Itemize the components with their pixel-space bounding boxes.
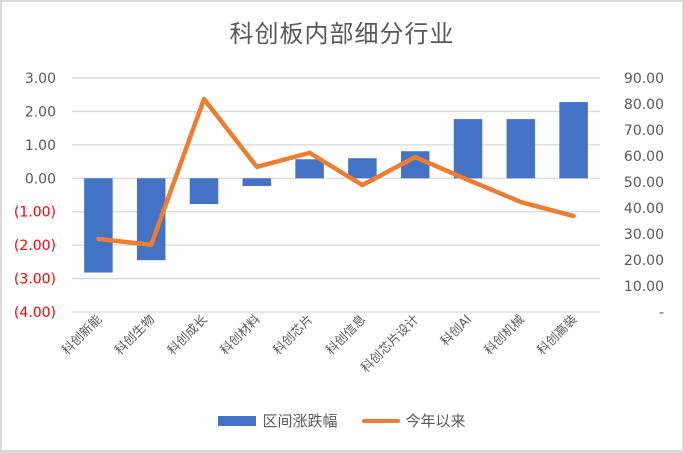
left-axis-tick-label: (3.00) bbox=[14, 272, 56, 288]
chart-title: 科创板内部细分行业 bbox=[229, 20, 455, 48]
right-axis-tick-label: 50.00 bbox=[624, 175, 664, 191]
legend-item-line[interactable]: 今年以来 bbox=[361, 410, 466, 431]
bar-科创AI[interactable] bbox=[453, 119, 483, 179]
bar-科创成长[interactable] bbox=[189, 178, 219, 205]
legend: 区间涨跌幅 今年以来 bbox=[0, 410, 684, 431]
x-axis-label: 科创信息 bbox=[323, 312, 369, 358]
right-axis-ticks: 90.00 80.00 70.00 60.00 50.00 40.00 30.00 20.00… bbox=[624, 71, 664, 321]
line-swatch-icon bbox=[361, 418, 400, 423]
x-axis-label: 科创新能 bbox=[59, 311, 105, 357]
x-axis-label: 科创机械 bbox=[481, 311, 527, 357]
right-axis-tick-label: 60.00 bbox=[624, 149, 664, 165]
left-axis-tick-label: 3.00 bbox=[25, 71, 56, 87]
line-series bbox=[96, 96, 576, 248]
right-axis-tick-label: 90.00 bbox=[624, 71, 664, 87]
x-axis-label: 科创生物 bbox=[111, 312, 157, 358]
left-axis-tick-label: (1.00) bbox=[14, 205, 56, 221]
line-today-since-year[interactable] bbox=[96, 96, 576, 248]
x-axis-label: 科创高装 bbox=[534, 312, 580, 358]
left-axis-ticks: 3.00 2.00 1.00 0.00 (1.00) (2.00) (3.00) (4.00) bbox=[14, 71, 56, 321]
right-axis-tick-label: 10.00 bbox=[624, 279, 664, 295]
left-axis-tick-label: (2.00) bbox=[14, 238, 56, 254]
right-axis-tick-label: 20.00 bbox=[624, 253, 664, 269]
x-axis-label: 科创芯片 bbox=[270, 312, 316, 358]
right-axis-tick-label: 70.00 bbox=[624, 123, 664, 139]
right-axis-tick-label: 80.00 bbox=[624, 97, 664, 113]
bar-科创高装[interactable] bbox=[559, 102, 588, 179]
right-axis-tick-label: - bbox=[659, 305, 664, 321]
right-axis-tick-label: 30.00 bbox=[624, 227, 664, 243]
x-axis-label: 科创材料 bbox=[217, 311, 263, 357]
bar-科创机械[interactable] bbox=[506, 119, 536, 179]
bar-科创信息[interactable] bbox=[348, 158, 377, 179]
legend-item-bar[interactable]: 区间涨跌幅 bbox=[218, 410, 338, 431]
bar-科创材料[interactable] bbox=[242, 178, 272, 186]
legend-label-line: 今年以来 bbox=[405, 412, 466, 430]
left-axis-tick-label: 2.00 bbox=[25, 104, 56, 120]
left-axis-tick-label: 0.00 bbox=[25, 171, 56, 187]
legend-label-bar: 区间涨跌幅 bbox=[262, 412, 338, 430]
left-axis-tick-label: (4.00) bbox=[14, 305, 56, 321]
x-axis-label: 科创AI bbox=[437, 312, 474, 349]
bar-swatch-icon bbox=[218, 415, 257, 426]
bar-series bbox=[84, 102, 588, 273]
right-axis-tick-label: 40.00 bbox=[624, 201, 664, 217]
bar-科创新能[interactable] bbox=[84, 178, 113, 273]
bar-科创芯片[interactable] bbox=[295, 159, 324, 179]
left-axis-tick-label: 1.00 bbox=[25, 138, 56, 154]
x-axis-label: 科创成长 bbox=[164, 311, 210, 357]
